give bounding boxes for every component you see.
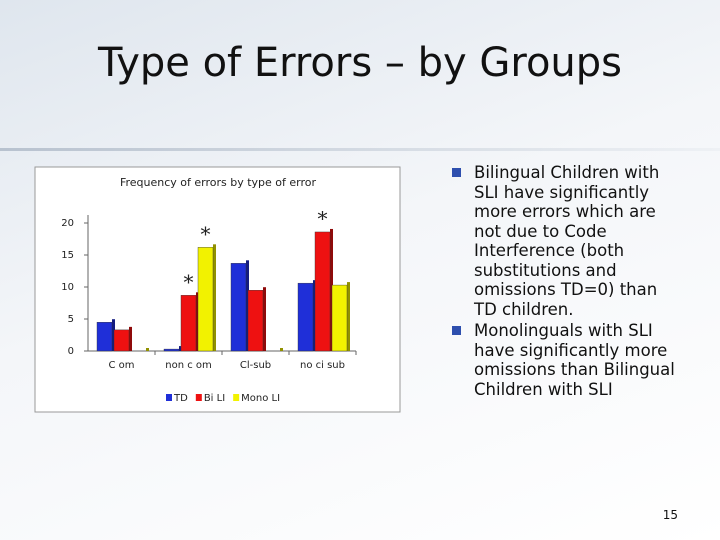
annotation: *: [184, 270, 194, 294]
bar-side: [146, 348, 149, 351]
annotation: *: [318, 206, 328, 230]
bar-side: [330, 228, 333, 351]
y-tick-label: 15: [61, 250, 74, 261]
slide-title: Type of Errors – by Groups: [97, 40, 623, 86]
x-tick-label: non c om: [165, 360, 212, 371]
bullet: Monolinguals with SLI have significantly…: [450, 321, 678, 399]
bar-side: [263, 287, 266, 351]
bar: [180, 295, 197, 352]
bullet: Bilingual Children with SLI have signifi…: [450, 163, 678, 319]
legend-swatch: [166, 394, 172, 401]
x-tick-label: C om: [108, 360, 134, 371]
bar: [247, 290, 264, 352]
bar: [331, 284, 348, 352]
chart-title: Frequency of errors by type of error: [120, 176, 317, 189]
legend-label: Bi LI: [204, 393, 225, 404]
bar-side: [313, 280, 316, 351]
bar-side: [129, 326, 132, 351]
legend-label: Mono LI: [241, 393, 280, 404]
x-tick-label: Cl-sub: [240, 360, 271, 371]
bar: [314, 231, 331, 352]
bar: [96, 322, 113, 352]
y-tick-label: 20: [61, 218, 74, 229]
annotation: *: [201, 222, 211, 246]
bar-side: [179, 346, 182, 351]
bar-side: [112, 319, 115, 351]
bar: [113, 329, 130, 352]
bar: [197, 247, 214, 352]
legend-label: TD: [173, 393, 188, 404]
y-tick-label: 10: [61, 282, 74, 293]
title-rule: [0, 148, 720, 151]
y-tick-label: 5: [68, 314, 74, 325]
bar-side: [196, 292, 199, 351]
bar: [230, 263, 247, 352]
bar-side: [246, 260, 249, 351]
y-tick-label: 0: [68, 346, 74, 357]
bar: [297, 282, 314, 352]
legend-swatch: [195, 394, 202, 401]
bar-side: [280, 348, 283, 351]
bar-side: [213, 244, 216, 351]
bullet-list: Bilingual Children with SLI have signifi…: [450, 163, 678, 401]
bar: [163, 348, 180, 352]
x-tick-label: no ci sub: [300, 360, 345, 371]
legend-swatch: [233, 394, 240, 401]
page-number: 15: [662, 508, 678, 522]
bar-side: [347, 282, 350, 351]
